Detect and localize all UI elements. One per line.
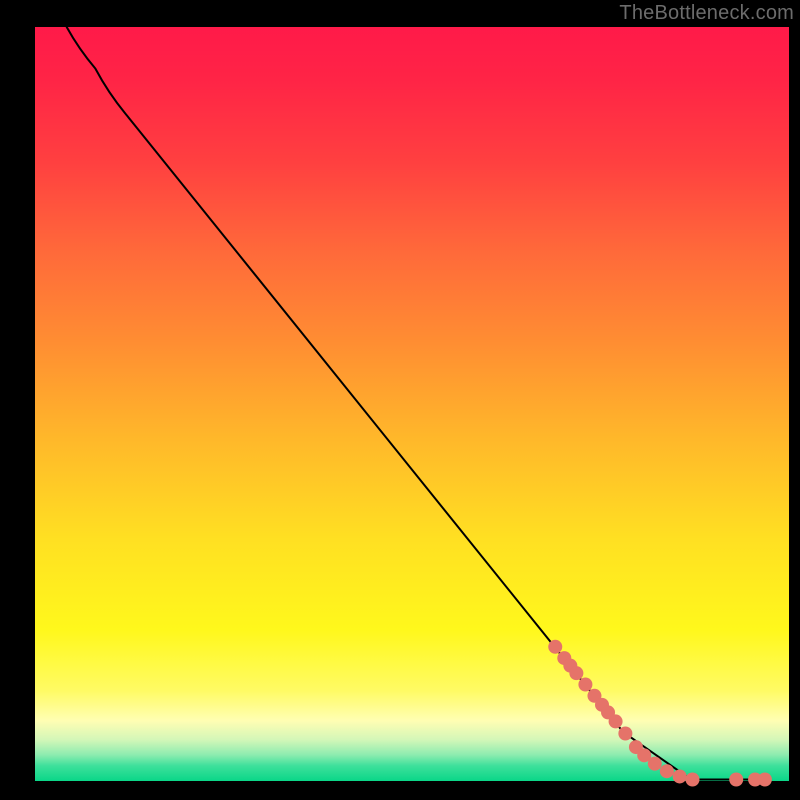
data-marker xyxy=(729,772,743,786)
chart-plot xyxy=(0,0,800,800)
data-marker xyxy=(685,772,699,786)
data-marker xyxy=(758,772,772,786)
plot-background xyxy=(35,27,789,781)
data-marker xyxy=(673,769,687,783)
data-marker xyxy=(578,677,592,691)
data-marker xyxy=(648,757,662,771)
data-marker xyxy=(609,714,623,728)
data-marker xyxy=(618,727,632,741)
data-marker xyxy=(548,640,562,654)
data-marker xyxy=(660,764,674,778)
stage: TheBottleneck.com xyxy=(0,0,800,800)
data-marker xyxy=(569,666,583,680)
